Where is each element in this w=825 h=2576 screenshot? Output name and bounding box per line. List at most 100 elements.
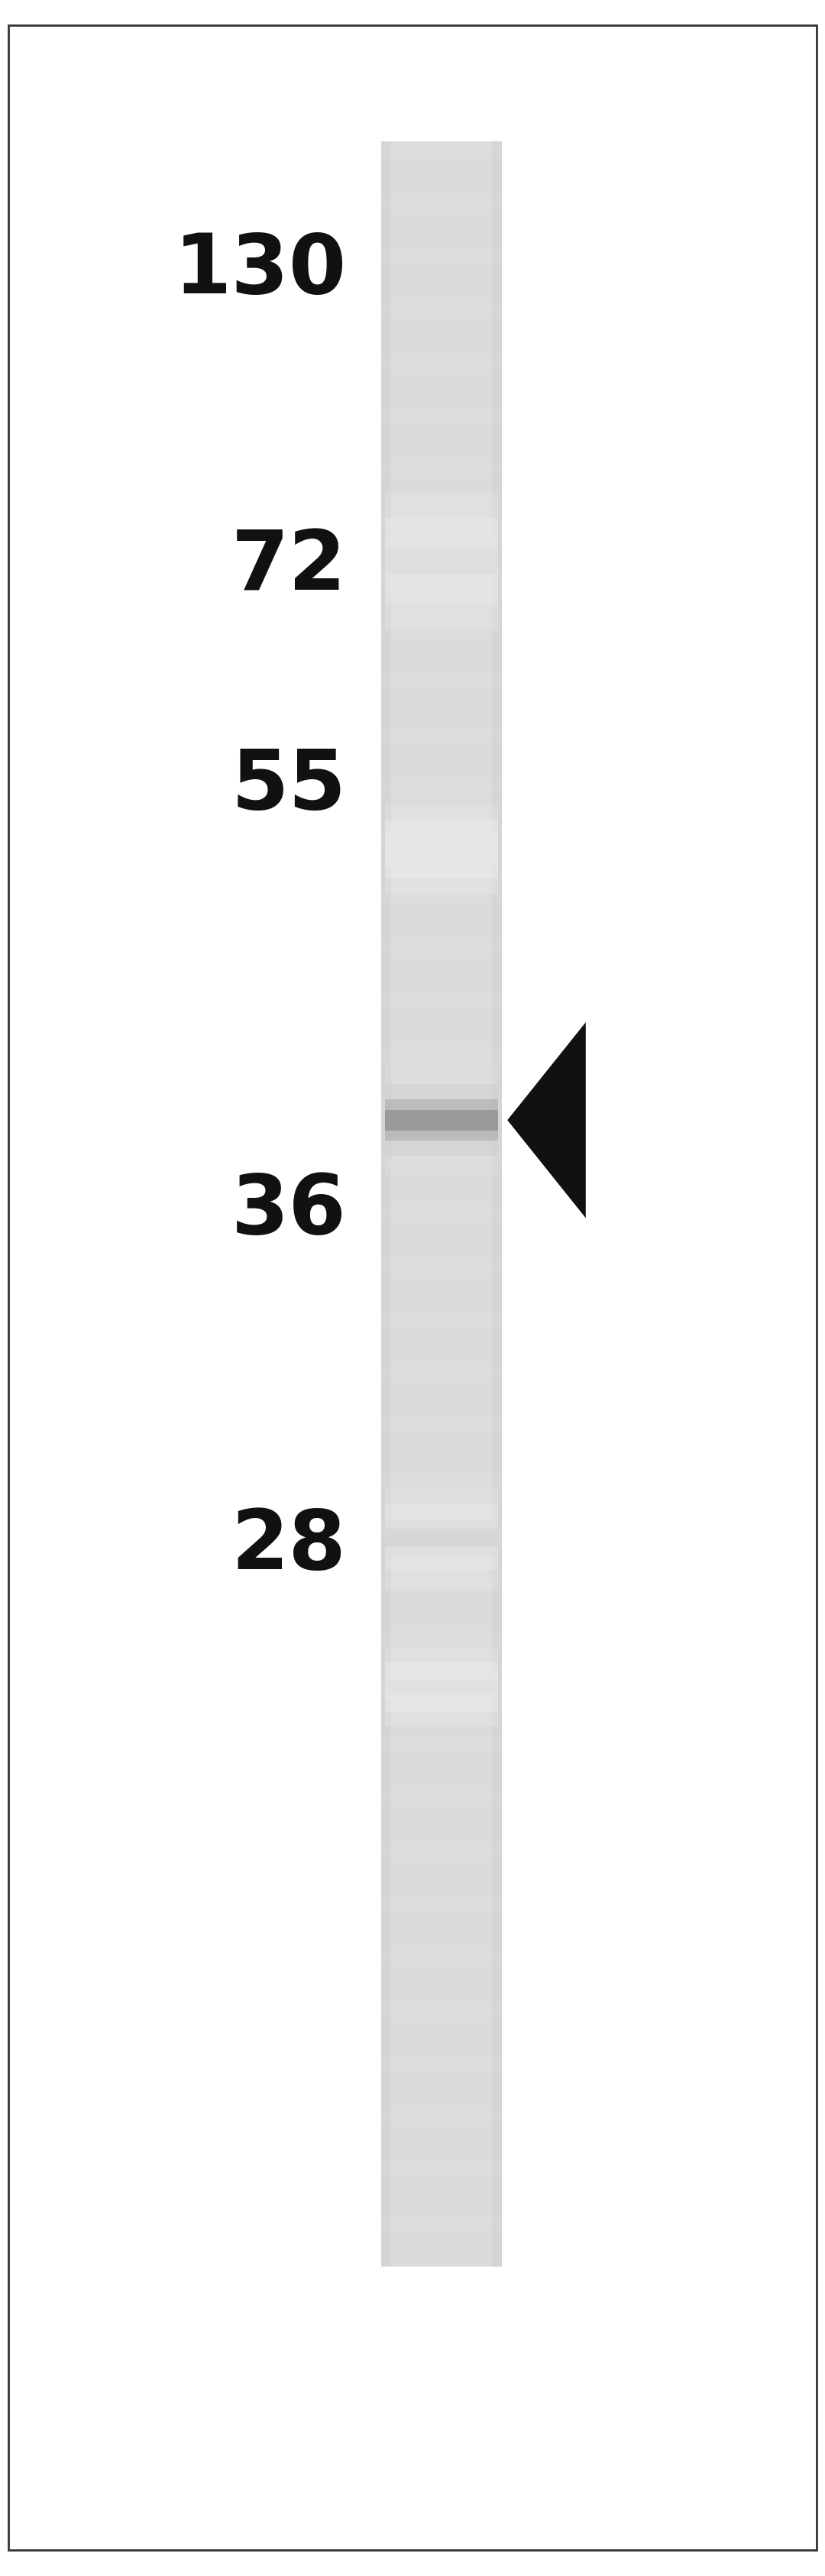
Bar bbox=[384, 1110, 498, 1131]
Bar bbox=[381, 690, 502, 708]
Bar bbox=[381, 1806, 502, 1824]
Bar bbox=[381, 1504, 502, 1522]
Bar bbox=[381, 1275, 502, 1293]
Bar bbox=[381, 2089, 502, 2107]
Bar bbox=[381, 778, 502, 796]
Bar bbox=[381, 2195, 502, 2213]
Bar bbox=[381, 2020, 502, 2038]
Bar bbox=[381, 2213, 502, 2231]
Bar bbox=[381, 1646, 502, 1664]
Bar bbox=[381, 1010, 502, 1028]
Bar bbox=[381, 938, 502, 956]
Bar bbox=[381, 1061, 502, 1079]
Bar bbox=[381, 1471, 502, 1489]
Bar bbox=[381, 1363, 502, 1381]
Text: 72: 72 bbox=[231, 526, 346, 608]
Bar bbox=[381, 407, 502, 425]
Bar bbox=[381, 974, 502, 992]
Bar bbox=[381, 142, 502, 2267]
Bar bbox=[384, 804, 498, 896]
Bar bbox=[381, 1417, 502, 1435]
Bar bbox=[381, 443, 502, 461]
Bar bbox=[384, 536, 498, 587]
Bar bbox=[381, 214, 502, 229]
Bar bbox=[381, 1718, 502, 1736]
Bar bbox=[381, 1577, 502, 1595]
Bar bbox=[381, 1151, 502, 1170]
Bar bbox=[381, 247, 502, 265]
Bar bbox=[384, 1486, 498, 1589]
Bar bbox=[381, 389, 502, 407]
Bar bbox=[381, 1613, 502, 1631]
Bar bbox=[384, 1520, 498, 1556]
Bar bbox=[381, 1947, 502, 1965]
Bar bbox=[384, 549, 498, 574]
Bar bbox=[381, 513, 502, 531]
Bar bbox=[381, 461, 502, 479]
Bar bbox=[381, 479, 502, 495]
Bar bbox=[384, 1504, 498, 1571]
Bar bbox=[381, 1595, 502, 1613]
Bar bbox=[381, 1046, 502, 1061]
Bar bbox=[381, 1239, 502, 1257]
Bar bbox=[381, 868, 502, 886]
Bar bbox=[381, 1965, 502, 1984]
Bar bbox=[381, 301, 502, 319]
Bar bbox=[384, 1528, 498, 1548]
Bar bbox=[381, 1754, 502, 1772]
Bar bbox=[381, 744, 502, 762]
Bar bbox=[381, 2071, 502, 2089]
Bar bbox=[381, 1170, 502, 1188]
Bar bbox=[381, 160, 502, 178]
Bar bbox=[381, 726, 502, 744]
Bar bbox=[381, 1860, 502, 1878]
Bar bbox=[381, 1929, 502, 1947]
Bar bbox=[381, 1329, 502, 1345]
Bar bbox=[381, 1399, 502, 1417]
Bar bbox=[381, 337, 502, 353]
Bar bbox=[381, 1700, 502, 1718]
Bar bbox=[381, 2249, 502, 2267]
Bar bbox=[381, 1293, 502, 1311]
Bar bbox=[381, 2231, 502, 2249]
Bar bbox=[381, 2161, 502, 2179]
Bar bbox=[381, 585, 502, 603]
Bar bbox=[381, 1188, 502, 1206]
Text: 130: 130 bbox=[174, 229, 346, 312]
Bar bbox=[381, 796, 502, 814]
Bar bbox=[381, 371, 502, 389]
Text: 36: 36 bbox=[231, 1170, 346, 1252]
Bar bbox=[381, 654, 502, 672]
Bar bbox=[381, 1896, 502, 1911]
Bar bbox=[381, 1133, 502, 1151]
Bar bbox=[381, 603, 502, 621]
Bar bbox=[381, 1221, 502, 1239]
Bar bbox=[381, 1381, 502, 1399]
Bar bbox=[381, 2125, 502, 2143]
Bar bbox=[384, 835, 498, 866]
Bar bbox=[381, 1878, 502, 1896]
Bar bbox=[381, 992, 502, 1010]
Bar bbox=[384, 1064, 498, 1177]
Bar bbox=[381, 904, 502, 922]
Bar bbox=[381, 956, 502, 974]
Bar bbox=[381, 1028, 502, 1046]
Bar bbox=[381, 283, 502, 301]
Bar bbox=[381, 1631, 502, 1646]
Bar bbox=[381, 708, 502, 726]
Bar bbox=[381, 1664, 502, 1682]
Bar bbox=[381, 2143, 502, 2161]
Bar bbox=[381, 495, 502, 513]
Bar bbox=[384, 842, 498, 858]
Bar bbox=[381, 353, 502, 371]
Bar bbox=[384, 518, 498, 605]
Bar bbox=[381, 1788, 502, 1806]
Bar bbox=[381, 886, 502, 904]
Text: 55: 55 bbox=[231, 744, 346, 827]
Bar bbox=[381, 1115, 502, 1133]
Bar bbox=[381, 1772, 502, 1788]
Bar bbox=[381, 832, 502, 850]
Bar bbox=[381, 425, 502, 443]
Bar bbox=[381, 1736, 502, 1754]
Bar bbox=[381, 1079, 502, 1097]
